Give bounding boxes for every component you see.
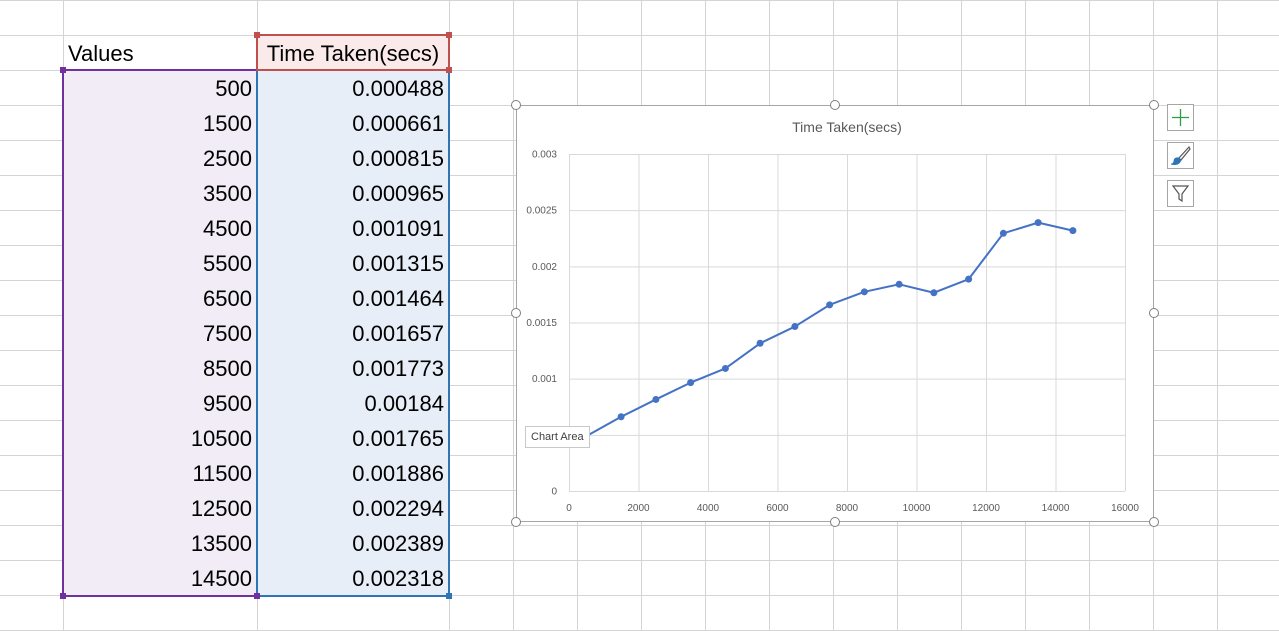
header-values-cell[interactable]: Values: [68, 41, 134, 66]
chart-resize-handle-mr[interactable]: [1149, 308, 1159, 318]
data-point: [999, 229, 1007, 237]
values-range-handle-bl[interactable]: [60, 593, 66, 599]
time-cell[interactable]: 0.001091: [352, 216, 444, 241]
data-point: [687, 379, 695, 387]
data-point: [721, 364, 729, 372]
values-cell[interactable]: 2500: [203, 146, 252, 171]
data-point: [617, 413, 625, 421]
values-range-handle-br[interactable]: [254, 593, 260, 599]
x-tick-label: 8000: [836, 503, 859, 514]
y-tick-label: 0.0015: [526, 318, 557, 329]
values-cell[interactable]: 12500: [190, 496, 252, 521]
values-cell[interactable]: 500: [215, 76, 252, 101]
values-range-border[interactable]: [62, 69, 258, 597]
chart-filters-button[interactable]: [1167, 180, 1194, 207]
time-range-handle-tr[interactable]: [446, 67, 452, 73]
time-cell[interactable]: 0.00184: [364, 391, 444, 416]
chart-resize-handle-tm[interactable]: [830, 100, 840, 110]
data-point: [965, 275, 973, 283]
values-cell[interactable]: 14500: [190, 566, 252, 591]
time-cell[interactable]: 0.001315: [352, 251, 444, 276]
data-point: [826, 301, 834, 309]
series-line: [585, 221, 1074, 438]
chart-resize-handle-tr[interactable]: [1149, 100, 1159, 110]
values-cell[interactable]: 8500: [203, 356, 252, 381]
brush-icon: [1170, 145, 1191, 165]
chart-area[interactable]: Time Taken(secs) 0 0.001 0.0015 0.002 0.0025 0…: [516, 105, 1154, 522]
x-tick-label: 14000: [1042, 503, 1070, 514]
chart-resize-handle-ml[interactable]: [511, 308, 521, 318]
y-tick-label: 0.003: [532, 150, 557, 161]
data-point: [930, 289, 938, 297]
time-cell[interactable]: 0.001765: [352, 426, 444, 451]
y-tick-label: 0.0025: [526, 206, 557, 217]
time-range-fill: [257, 70, 449, 596]
time-cell[interactable]: 0.000965: [352, 181, 444, 206]
time-cell[interactable]: 0.000815: [352, 146, 444, 171]
time-header-border[interactable]: [256, 34, 450, 71]
values-cell[interactable]: 9500: [203, 391, 252, 416]
time-cell[interactable]: 0.002389: [352, 531, 444, 556]
values-cell[interactable]: 6500: [203, 286, 252, 311]
x-tick-label: 6000: [766, 503, 789, 514]
time-cell[interactable]: 0.002318: [352, 566, 444, 591]
data-point: [756, 339, 764, 347]
time-cell[interactable]: 0.002294: [352, 496, 444, 521]
x-tick-label: 4000: [697, 503, 720, 514]
data-point: [895, 280, 903, 288]
x-tick-label: 0: [566, 503, 572, 514]
chart-elements-button[interactable]: [1167, 104, 1194, 131]
time-cell[interactable]: 0.001886: [352, 461, 444, 486]
data-point: [860, 288, 868, 296]
y-tick-label: 0.002: [532, 262, 557, 273]
time-header-handle-tr[interactable]: [446, 32, 452, 38]
values-cell[interactable]: 3500: [203, 181, 252, 206]
data-point: [652, 395, 660, 403]
y-tick-label: 0.001: [532, 374, 557, 385]
time-cell[interactable]: 0.001773: [352, 356, 444, 381]
values-cell[interactable]: 5500: [203, 251, 252, 276]
values-cell[interactable]: 4500: [203, 216, 252, 241]
values-cell[interactable]: 7500: [203, 321, 252, 346]
header-time-cell[interactable]: Time Taken(secs): [266, 41, 440, 66]
line-chart[interactable]: Time Taken(secs) 0 0.001 0.0015 0.002 0.0025 0…: [517, 106, 1153, 521]
chart-styles-button[interactable]: [1167, 142, 1194, 169]
time-cell[interactable]: 0.001464: [352, 286, 444, 311]
values-cell[interactable]: 10500: [190, 426, 252, 451]
time-cell[interactable]: 0.000661: [352, 111, 444, 136]
funnel-icon: [1171, 185, 1190, 203]
time-cell[interactable]: 0.000488: [352, 76, 444, 101]
values-range-handle-tl[interactable]: [60, 67, 66, 73]
values-cell[interactable]: 1500: [203, 111, 252, 136]
data-point: [1034, 219, 1042, 227]
values-cell[interactable]: 11500: [192, 461, 252, 486]
time-header-handle-tl[interactable]: [254, 32, 260, 38]
data-point: [791, 323, 799, 331]
data-point: [1069, 227, 1077, 235]
x-tick-label: 16000: [1111, 503, 1139, 514]
values-range-fill: [63, 70, 257, 596]
chart-title: Time Taken(secs): [792, 119, 902, 135]
x-tick-label: 12000: [972, 503, 1000, 514]
time-range-border[interactable]: [256, 69, 450, 597]
chart-resize-handle-bm[interactable]: [830, 517, 840, 527]
chart-area-tooltip: Chart Area: [525, 426, 590, 448]
chart-resize-handle-bl[interactable]: [511, 517, 521, 527]
chart-resize-handle-br[interactable]: [1149, 517, 1159, 527]
time-range-handle-br[interactable]: [446, 593, 452, 599]
time-cell[interactable]: 0.001657: [352, 321, 444, 346]
chart-resize-handle-tl[interactable]: [511, 100, 521, 110]
values-cell[interactable]: 13500: [190, 531, 252, 556]
y-tick-label: 0: [551, 487, 557, 498]
x-tick-label: 10000: [903, 503, 931, 514]
x-tick-label: 2000: [627, 503, 650, 514]
plus-icon: [1172, 109, 1189, 126]
time-header-fill: [257, 35, 449, 70]
